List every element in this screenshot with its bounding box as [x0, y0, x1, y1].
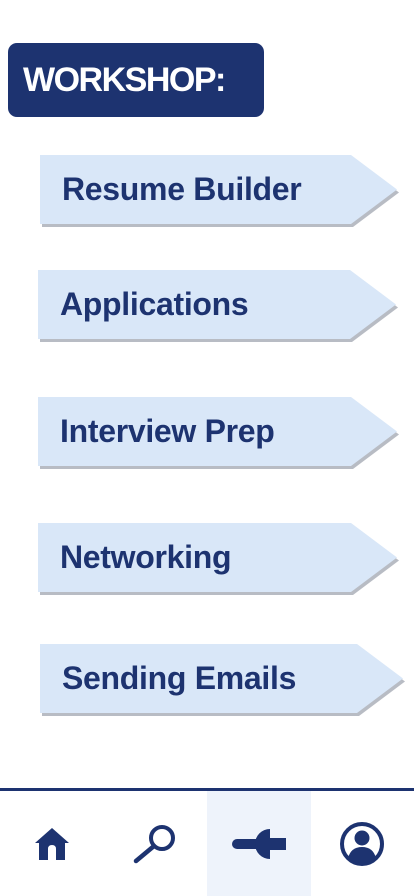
workshop-item-label: Sending Emails	[62, 660, 297, 696]
workshop-item-resume-builder[interactable]: Resume Builder	[40, 155, 397, 224]
wrench-icon	[231, 828, 286, 859]
workshop-item-sending-emails[interactable]: Sending Emails	[40, 644, 403, 713]
workshop-item-applications[interactable]: Applications	[38, 270, 396, 339]
page-title: WORKSHOP:	[23, 60, 226, 99]
arrow-shape	[38, 523, 397, 592]
workshop-item-label: Applications	[60, 286, 249, 322]
page-title-badge: WORKSHOP:	[8, 43, 264, 117]
workshop-item-label: Networking	[60, 539, 232, 575]
bottom-nav	[0, 788, 414, 896]
nav-home[interactable]	[0, 791, 104, 896]
arrow-shape	[38, 270, 396, 339]
nav-workshop[interactable]	[207, 791, 311, 896]
arrow-shape	[40, 155, 397, 224]
workshop-item-interview-prep[interactable]: Interview Prep	[38, 397, 397, 466]
arrow-shape	[40, 644, 403, 713]
workshop-item-networking[interactable]: Networking	[38, 523, 397, 592]
nav-profile[interactable]	[311, 791, 414, 896]
search-icon	[134, 824, 176, 863]
nav-search[interactable]	[104, 791, 208, 896]
workshop-item-label: Interview Prep	[60, 413, 275, 449]
home-icon	[34, 827, 69, 860]
user-icon	[340, 821, 385, 866]
workshop-item-label: Resume Builder	[62, 171, 302, 207]
arrow-shape	[38, 397, 397, 466]
